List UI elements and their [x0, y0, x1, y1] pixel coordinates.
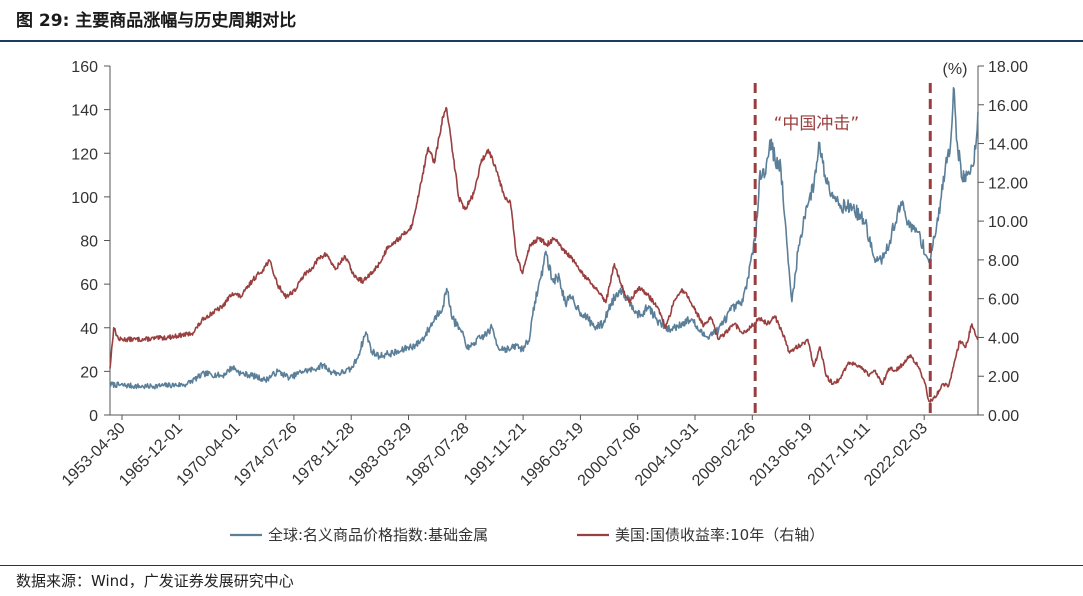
source-note: 数据来源：Wind，广发证券发展研究中心 [16, 572, 294, 590]
y-left-tick-label: 20 [80, 364, 98, 381]
y-right-tick-label: 14.00 [988, 137, 1028, 154]
y-left-tick-label: 100 [71, 190, 98, 207]
y-right-tick-label: 12.00 [988, 175, 1028, 192]
y-right-tick-label: 18.00 [988, 59, 1028, 76]
y-right-tick-label: 4.00 [988, 330, 1019, 347]
chart: 0 20 40 60 80 100 120 140 160 0.00 2.00 4.00 6.00 8.0… [59, 59, 1028, 544]
series-layer [109, 87, 979, 403]
y-right-tick-label: 6.00 [988, 292, 1019, 309]
legend-label-us-10y: 美国:国债收益率:10年（右轴） [615, 526, 824, 544]
y-right-tick-label: 16.00 [988, 98, 1028, 115]
axes: 0 20 40 60 80 100 120 140 160 0.00 2.00 4.00 6.00 8.0… [59, 59, 1028, 490]
y-left-tick-label: 80 [80, 234, 98, 251]
y-right-tick-label: 10.00 [988, 214, 1028, 231]
y-left-tick-label: 40 [80, 321, 98, 338]
figure-title: 图 29: 主要商品涨幅与历史周期对比 [16, 11, 297, 31]
legend-label-global-index: 全球:名义商品价格指数:基础金属 [268, 526, 488, 544]
y-right-tick-label: 0.00 [988, 408, 1019, 425]
y-left-tick-label: 140 [71, 103, 98, 120]
legend: 全球:名义商品价格指数:基础金属 美国:国债收益率:10年（右轴） [230, 526, 824, 544]
y-right-tick-label: 8.00 [988, 253, 1019, 270]
y-left-tick-label: 0 [89, 408, 98, 425]
annotation-china-shock: “中国冲击” [774, 114, 860, 134]
y-right-tick-label: 2.00 [988, 369, 1019, 386]
title-rule [0, 40, 1083, 42]
marker-layer [753, 83, 932, 415]
right-axis-unit: (%) [943, 61, 968, 78]
series-line-us-10y [109, 106, 979, 403]
y-left-tick-label: 60 [80, 277, 98, 294]
series-line-global-index [109, 87, 979, 390]
y-left-tick-label: 120 [71, 146, 98, 163]
source-rule [0, 565, 1083, 566]
y-left-tick-label: 160 [71, 59, 98, 76]
